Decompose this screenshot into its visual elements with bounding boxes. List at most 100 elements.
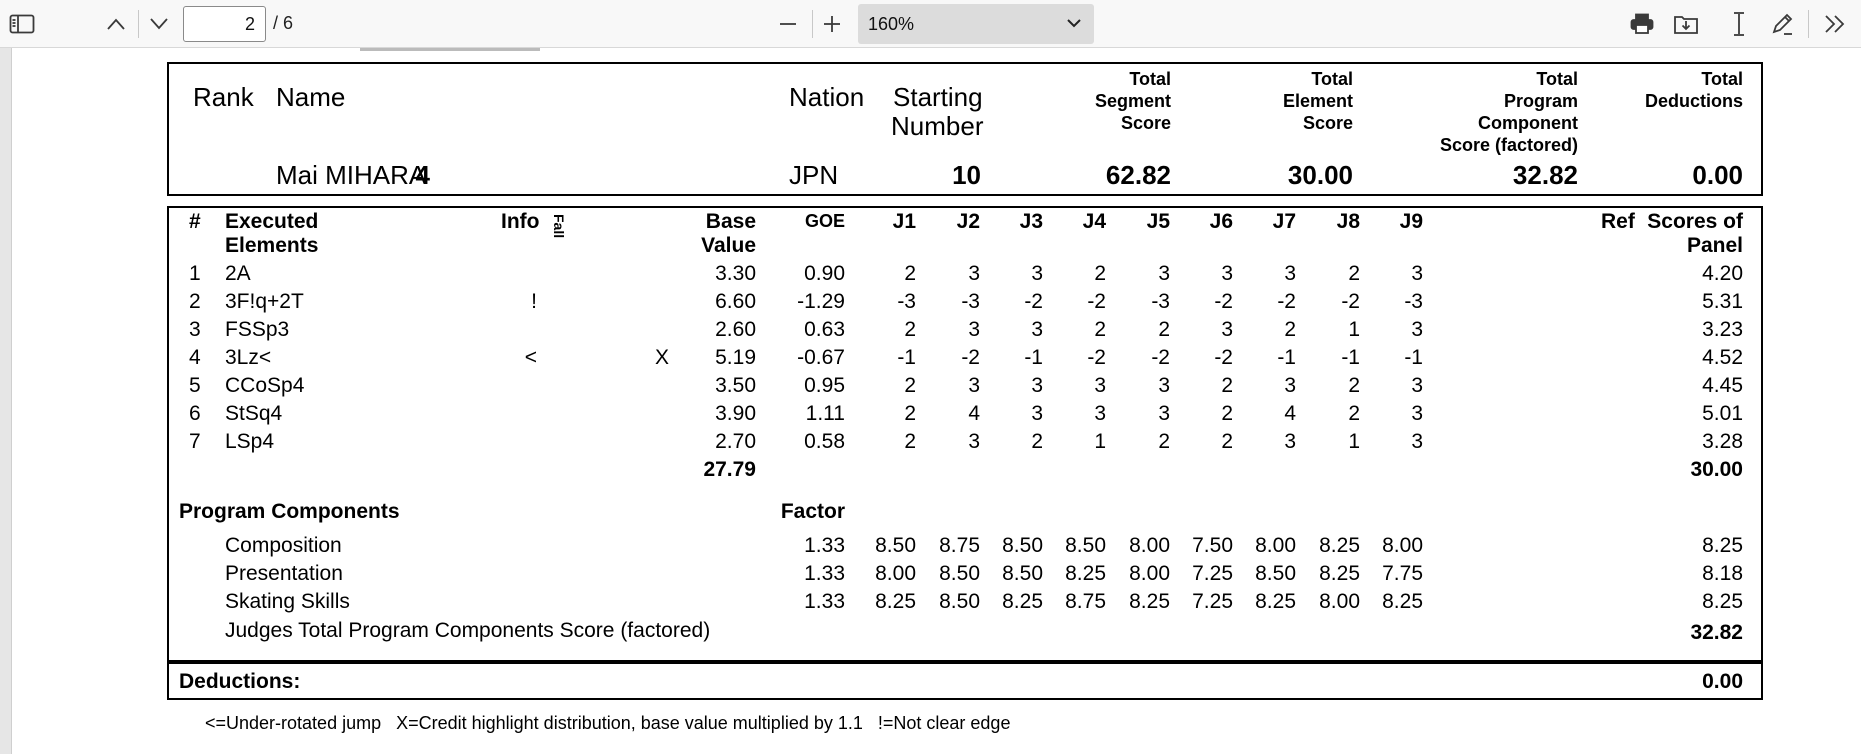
cropped-text-remnant bbox=[360, 48, 540, 51]
judge-8-score: 1 bbox=[1348, 430, 1360, 453]
judge-3-mark: 8.50 bbox=[1002, 534, 1043, 557]
zoom-in-plus-icon[interactable] bbox=[816, 8, 848, 40]
total-segment-score: 62.82 bbox=[1105, 160, 1171, 190]
col-number-header: # bbox=[189, 210, 201, 233]
judge-6-score: -2 bbox=[1214, 290, 1233, 313]
element-info: < bbox=[524, 346, 537, 369]
pcs-label-line4: Score (factored) bbox=[1439, 135, 1578, 155]
judge-7-score: 2 bbox=[1284, 318, 1296, 341]
judge-1-mark: 8.25 bbox=[875, 590, 916, 613]
name-label: Name bbox=[276, 82, 346, 112]
zoom-value: 160% bbox=[868, 14, 915, 34]
judge-9-score: 3 bbox=[1411, 318, 1423, 341]
judge-7-score: -1 bbox=[1277, 346, 1296, 369]
judge-5-score: 2 bbox=[1158, 430, 1170, 453]
sidebar-toggle-icon[interactable] bbox=[6, 8, 38, 40]
judge-7-score: 3 bbox=[1284, 374, 1296, 397]
judge-9-score: 3 bbox=[1411, 374, 1423, 397]
judge-6-score: -2 bbox=[1214, 346, 1233, 369]
element-panel-score: 5.01 bbox=[1702, 402, 1743, 425]
tss-label-line3: Score bbox=[1120, 113, 1171, 133]
judge-6-mark: 7.50 bbox=[1192, 534, 1233, 557]
judge-9-score: 3 bbox=[1411, 262, 1423, 285]
toolbar-divider bbox=[1808, 10, 1809, 38]
col-judge-5-header: J5 bbox=[1146, 210, 1170, 233]
judge-2-score: 3 bbox=[968, 374, 980, 397]
judge-7-score: 4 bbox=[1284, 402, 1296, 425]
print-icon[interactable] bbox=[1626, 8, 1658, 40]
page-number-input[interactable] bbox=[183, 6, 266, 42]
save-download-icon[interactable] bbox=[1670, 8, 1702, 40]
judge-1-score: 2 bbox=[904, 430, 916, 453]
element-goe: 0.90 bbox=[804, 262, 845, 285]
judge-2-score: -2 bbox=[961, 346, 980, 369]
toolbar-divider bbox=[138, 10, 139, 38]
more-tools-double-chevron-icon[interactable] bbox=[1819, 8, 1851, 40]
judges-total-pcs-value: 32.82 bbox=[1690, 621, 1743, 644]
judge-4-score: -2 bbox=[1087, 346, 1106, 369]
judge-3-score: 3 bbox=[1031, 402, 1043, 425]
element-number: 5 bbox=[189, 374, 201, 397]
judge-5-score: 3 bbox=[1158, 374, 1170, 397]
element-base-value: 3.50 bbox=[715, 374, 756, 397]
col-scores-header-line1: Scores of bbox=[1647, 210, 1743, 233]
previous-page-chevron-up-icon[interactable] bbox=[100, 8, 132, 40]
legend-note: <=Under-rotated jump X=Credit highlight … bbox=[205, 713, 1011, 733]
chevron-down-icon bbox=[1066, 16, 1082, 34]
program-components-title: Program Components bbox=[179, 500, 400, 523]
judge-2-score: 3 bbox=[968, 430, 980, 453]
table-row: Presentation 1.33 8.00 8.50 8.50 8.25 8.… bbox=[169, 562, 1761, 588]
table-row: 7 LSp4 2.70 0.58 2 3 2 1 2 2 3 1 3 3.28 bbox=[169, 430, 1761, 456]
element-goe: 0.63 bbox=[804, 318, 845, 341]
skater-rank: 4 bbox=[415, 160, 430, 190]
col-fall-header: Fall bbox=[551, 214, 567, 239]
judge-3-mark: 8.50 bbox=[1002, 562, 1043, 585]
component-factor: 1.33 bbox=[804, 534, 845, 557]
table-row: 3 FSSp3 2.60 0.63 2 3 3 2 2 3 2 1 3 3.23 bbox=[169, 318, 1761, 344]
zoom-level-select[interactable]: 160% bbox=[858, 4, 1094, 44]
judge-4-mark: 8.75 bbox=[1065, 590, 1106, 613]
element-goe: 0.58 bbox=[804, 430, 845, 453]
rank-label: Rank bbox=[193, 82, 254, 112]
element-number: 6 bbox=[189, 402, 201, 425]
element-base-value: 3.90 bbox=[715, 402, 756, 425]
judge-1-score: 2 bbox=[904, 262, 916, 285]
component-panel-score: 8.18 bbox=[1702, 562, 1743, 585]
judge-2-mark: 8.75 bbox=[939, 534, 980, 557]
skater-name: Mai MIHARA bbox=[276, 160, 427, 190]
col-judge-1-header: J1 bbox=[892, 210, 916, 233]
element-goe: -1.29 bbox=[797, 290, 845, 313]
element-base-value: 2.70 bbox=[715, 430, 756, 453]
judge-8-score: 2 bbox=[1348, 374, 1360, 397]
judge-9-mark: 8.25 bbox=[1382, 590, 1423, 613]
judge-1-mark: 8.00 bbox=[875, 562, 916, 585]
deductions-label-line2: Deductions bbox=[1644, 91, 1743, 111]
element-goe: 0.95 bbox=[804, 374, 845, 397]
element-code: CCoSp4 bbox=[225, 374, 305, 397]
text-cursor-icon[interactable] bbox=[1723, 8, 1755, 40]
draw-pen-icon[interactable] bbox=[1766, 8, 1798, 40]
judge-4-score: 3 bbox=[1094, 374, 1106, 397]
element-code: 3F!q+2T bbox=[225, 290, 304, 313]
table-row: 5 CCoSp4 3.50 0.95 2 3 3 3 3 2 3 2 3 4.4… bbox=[169, 374, 1761, 400]
judge-4-score: 2 bbox=[1094, 318, 1106, 341]
zoom-out-minus-icon[interactable] bbox=[772, 8, 804, 40]
component-name: Composition bbox=[225, 534, 342, 557]
judge-2-mark: 8.50 bbox=[939, 590, 980, 613]
judge-1-score: 2 bbox=[904, 402, 916, 425]
next-page-chevron-down-icon[interactable] bbox=[143, 8, 175, 40]
starting-number: 10 bbox=[952, 160, 981, 190]
judge-5-score: -2 bbox=[1151, 346, 1170, 369]
element-score-total: 30.00 bbox=[1690, 458, 1743, 481]
element-panel-score: 5.31 bbox=[1702, 290, 1743, 313]
element-panel-score: 4.20 bbox=[1702, 262, 1743, 285]
col-judge-8-header: J8 bbox=[1336, 210, 1360, 233]
element-panel-score: 3.28 bbox=[1702, 430, 1743, 453]
component-name: Skating Skills bbox=[225, 590, 350, 613]
judge-1-score: -1 bbox=[897, 346, 916, 369]
pcs-label-line3: Component bbox=[1478, 113, 1578, 133]
component-factor: 1.33 bbox=[804, 590, 845, 613]
element-panel-score: 4.52 bbox=[1702, 346, 1743, 369]
judge-7-mark: 8.00 bbox=[1255, 534, 1296, 557]
component-panel-score: 8.25 bbox=[1702, 534, 1743, 557]
